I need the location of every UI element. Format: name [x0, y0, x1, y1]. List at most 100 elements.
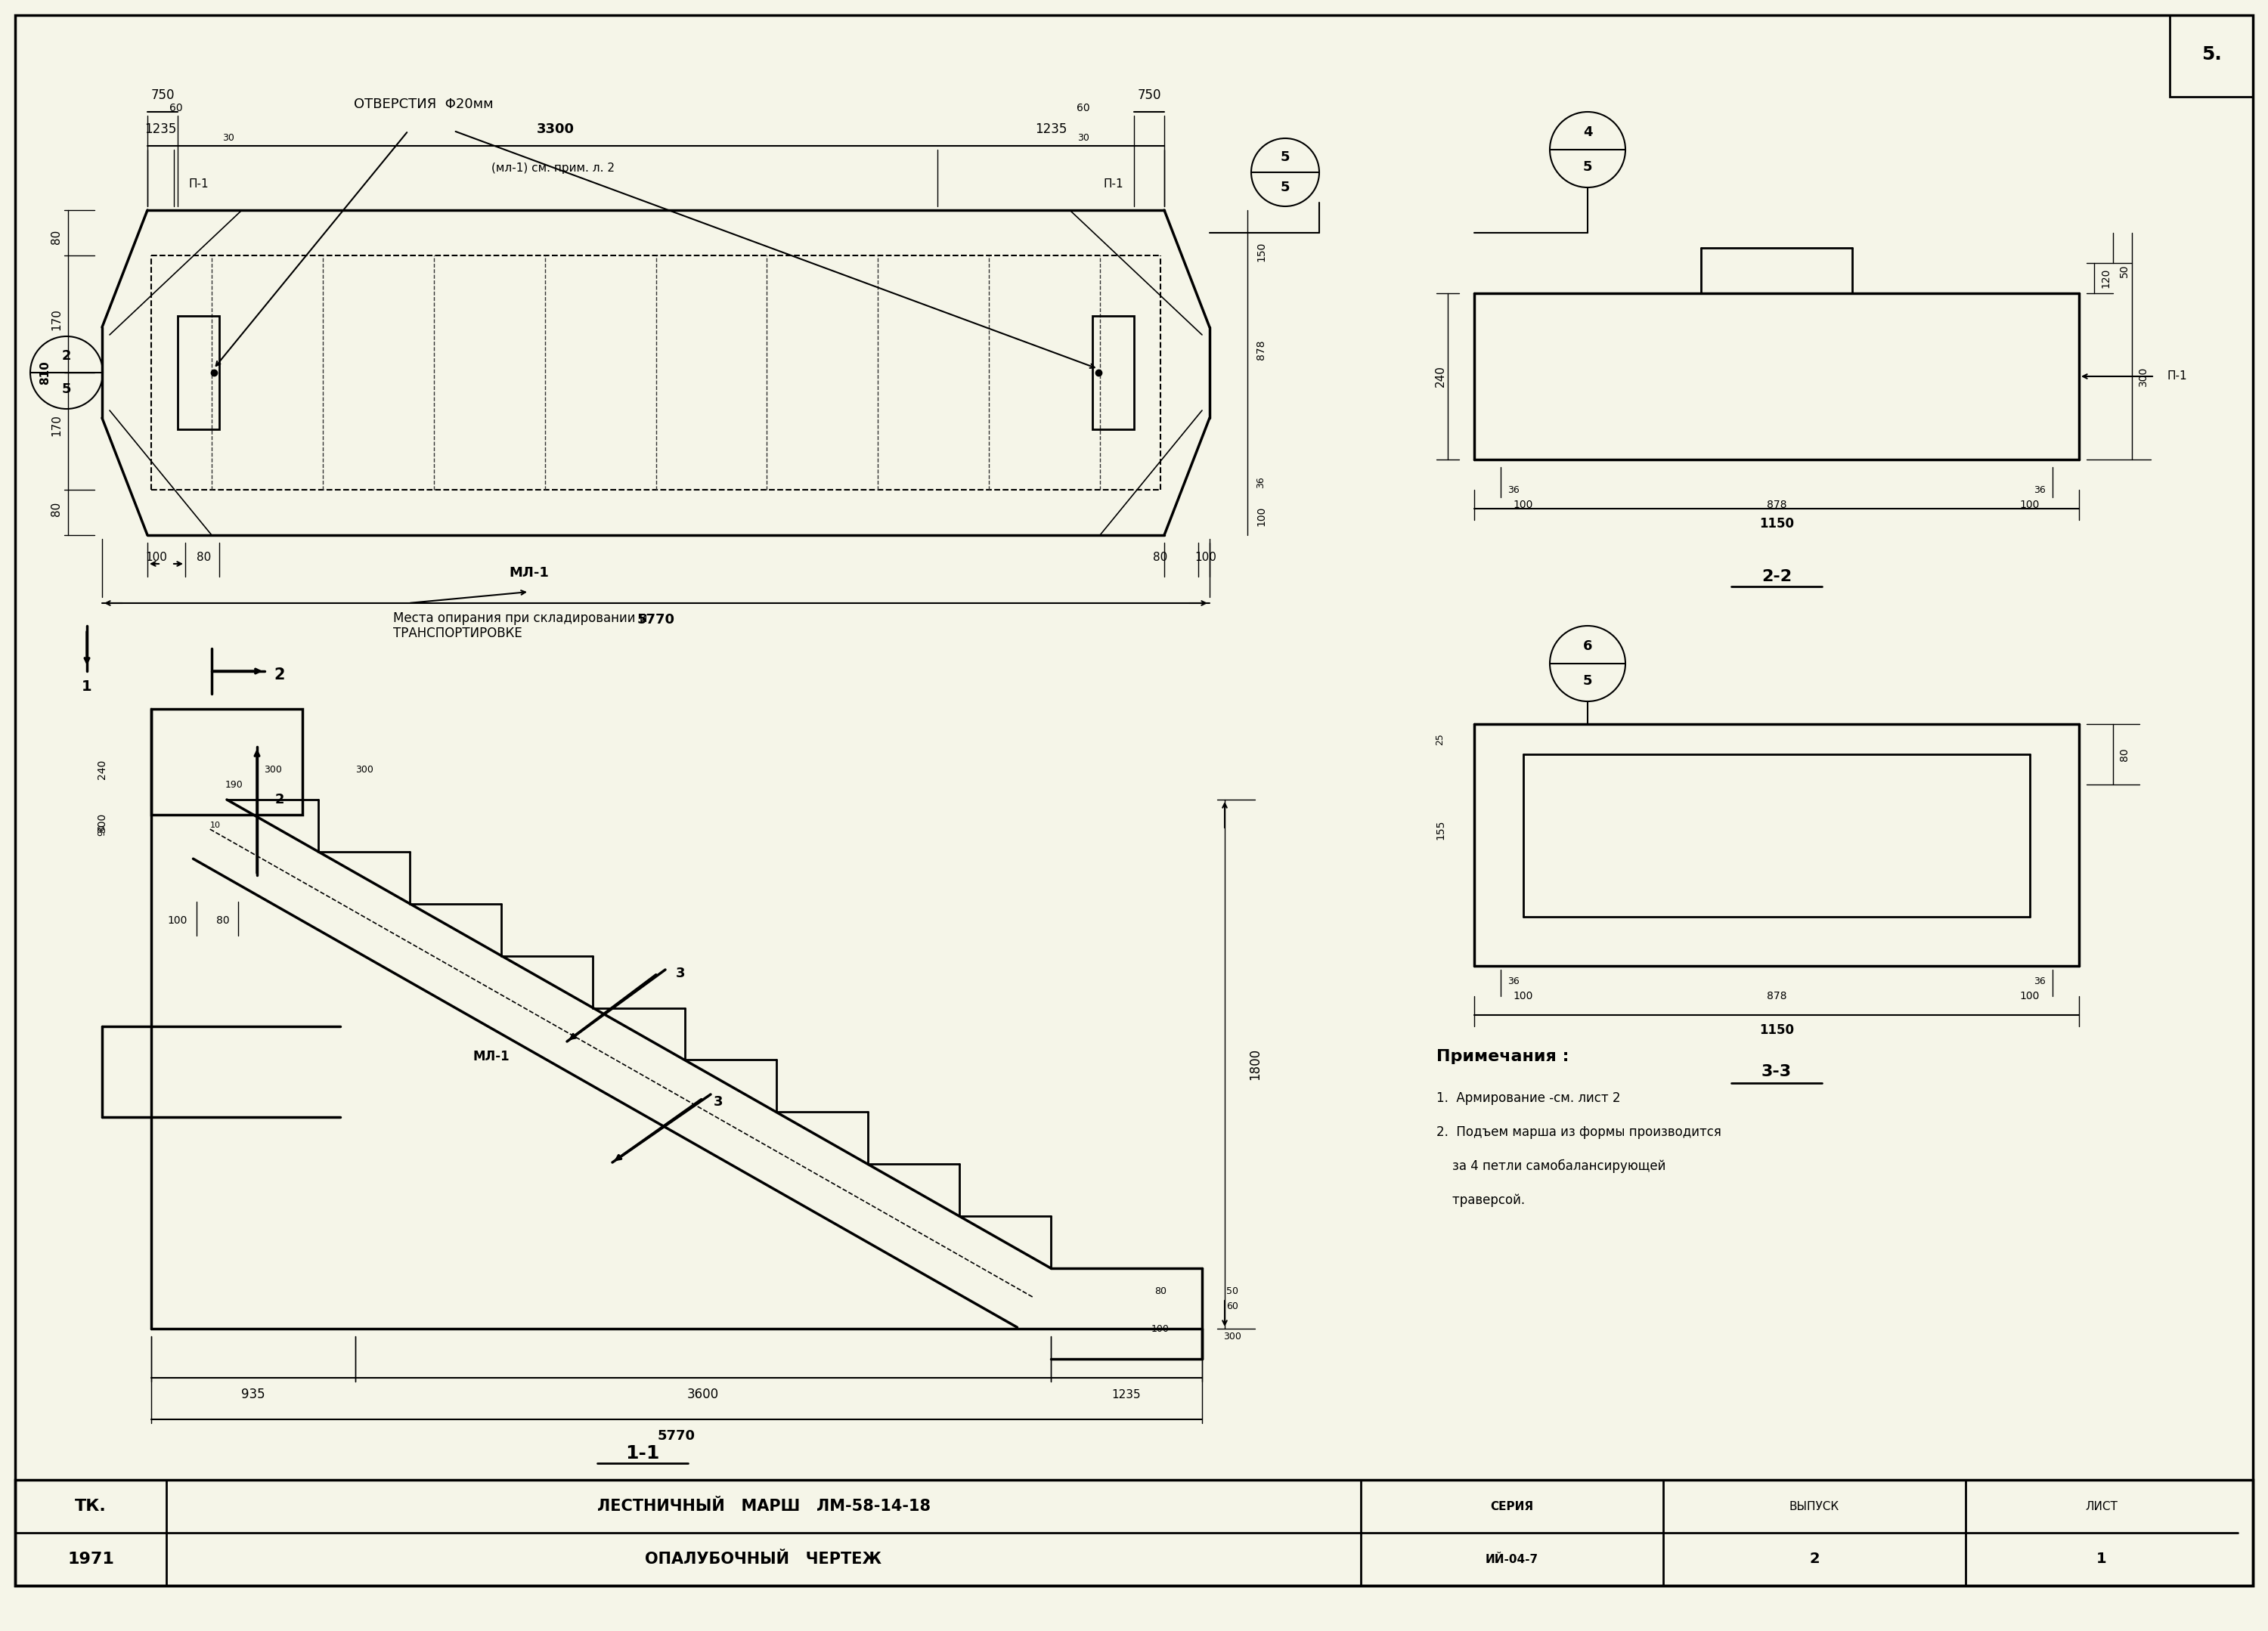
Text: 100: 100: [1152, 1324, 1170, 1334]
Text: 750: 750: [150, 88, 175, 103]
Text: 3-3: 3-3: [1762, 1063, 1792, 1080]
Text: П-1: П-1: [188, 178, 209, 189]
Text: ВЫПУСК: ВЫПУСК: [1789, 1501, 1839, 1512]
Text: 878: 878: [1767, 499, 1787, 511]
Text: 300: 300: [263, 765, 281, 775]
Text: 2-2: 2-2: [1762, 569, 1792, 584]
Bar: [152, 709, 302, 816]
Text: 5: 5: [61, 382, 70, 396]
Text: 2: 2: [1810, 1553, 1819, 1566]
Text: 3: 3: [676, 967, 685, 980]
Text: 36: 36: [2034, 975, 2046, 985]
Text: 100: 100: [1256, 506, 1266, 527]
Text: 878: 878: [1767, 992, 1787, 1001]
Text: 6: 6: [1583, 639, 1592, 654]
Text: 5: 5: [1281, 150, 1290, 163]
Text: 60: 60: [1227, 1302, 1238, 1311]
Text: 935: 935: [240, 1388, 265, 1401]
Text: 100: 100: [2021, 992, 2039, 1001]
Text: ЛИСТ: ЛИСТ: [2087, 1501, 2118, 1512]
Text: 3300: 3300: [538, 122, 574, 135]
Text: 170: 170: [50, 414, 64, 437]
Text: 1971: 1971: [68, 1551, 113, 1567]
Text: 100: 100: [168, 915, 188, 926]
Text: 4: 4: [1583, 126, 1592, 139]
Text: ОТВЕРСТИЯ  Φ20мм: ОТВЕРСТИЯ Φ20мм: [354, 98, 492, 111]
Text: 80: 80: [197, 553, 211, 563]
Text: 2.  Подъем марша из формы производится: 2. Подъем марша из формы производится: [1436, 1125, 1721, 1138]
Text: 100: 100: [1513, 499, 1533, 511]
Text: 50: 50: [1227, 1285, 1238, 1295]
Text: 1235: 1235: [1034, 122, 1066, 135]
Text: 5770: 5770: [658, 1429, 696, 1443]
Text: 810: 810: [39, 360, 50, 385]
Text: 300: 300: [356, 765, 374, 775]
Text: 25: 25: [1436, 734, 1445, 745]
Text: 240: 240: [1433, 365, 1447, 387]
Text: 3600: 3600: [687, 1388, 719, 1401]
Text: за 4 петли самобалансирующей: за 4 петли самобалансирующей: [1436, 1160, 1665, 1173]
Text: 155: 155: [1436, 820, 1445, 840]
Text: 1150: 1150: [1760, 517, 1794, 530]
Text: 80: 80: [50, 230, 64, 245]
Text: 1235: 1235: [1111, 1388, 1141, 1399]
Text: 60: 60: [170, 103, 184, 114]
Text: 36: 36: [1508, 484, 1520, 494]
Text: П-1: П-1: [1102, 178, 1123, 189]
Text: ИЙ-04-7: ИЙ-04-7: [1486, 1554, 1538, 1564]
Text: 5: 5: [1583, 674, 1592, 687]
Text: 300: 300: [98, 812, 107, 832]
Text: 30: 30: [1077, 134, 1089, 144]
Text: ЛЕСТНИЧНЫЙ   МАРШ   ЛМ-58-14-18: ЛЕСТНИЧНЫЙ МАРШ ЛМ-58-14-18: [596, 1499, 930, 1514]
Text: 2: 2: [274, 793, 284, 806]
Text: ТК.: ТК.: [75, 1499, 107, 1514]
Text: 36: 36: [1508, 975, 1520, 985]
Text: 2: 2: [274, 667, 286, 682]
Text: 5: 5: [1281, 181, 1290, 194]
Text: 1235: 1235: [145, 122, 177, 135]
Text: ОПАЛУБОЧНЫЙ   ЧЕРТЕЖ: ОПАЛУБОЧНЫЙ ЧЕРТЕЖ: [644, 1551, 882, 1567]
Text: 300: 300: [1222, 1331, 1241, 1341]
Text: 10: 10: [211, 822, 220, 830]
Text: 80: 80: [1152, 553, 1168, 563]
Text: 36: 36: [1256, 476, 1266, 488]
Text: 50: 50: [2118, 264, 2130, 277]
Text: 240: 240: [98, 760, 107, 780]
Text: 90: 90: [98, 824, 107, 835]
Text: 80: 80: [215, 915, 229, 926]
Text: 1: 1: [2096, 1553, 2107, 1566]
Text: СЕРИЯ: СЕРИЯ: [1490, 1501, 1533, 1512]
Text: 100: 100: [1195, 553, 1216, 563]
Text: 170: 170: [50, 308, 64, 331]
Text: 80: 80: [1154, 1285, 1166, 1295]
Text: Примечания :: Примечания :: [1436, 1049, 1569, 1063]
Text: 5.: 5.: [2202, 46, 2220, 64]
Text: 1-1: 1-1: [626, 1445, 660, 1463]
Text: 120: 120: [2100, 267, 2112, 289]
Text: 3: 3: [714, 1094, 723, 1109]
Text: П-1: П-1: [2168, 370, 2186, 382]
Text: 878: 878: [1256, 339, 1266, 360]
Text: МЛ-1: МЛ-1: [510, 566, 549, 579]
Bar: [2170, 15, 2252, 96]
Bar: [16, 1479, 2252, 1585]
Text: 2: 2: [61, 349, 70, 364]
Bar: [177, 316, 220, 429]
Text: 190: 190: [225, 780, 243, 789]
Text: 100: 100: [2021, 499, 2039, 511]
Text: 1150: 1150: [1760, 1023, 1794, 1037]
Text: 750: 750: [1136, 88, 1161, 103]
Text: траверсой.: траверсой.: [1436, 1194, 1524, 1207]
Bar: [1093, 316, 1134, 429]
Text: 150: 150: [1256, 241, 1266, 261]
Text: 100: 100: [1513, 992, 1533, 1001]
Text: 300: 300: [2139, 367, 2148, 387]
Text: 1800: 1800: [1247, 1049, 1261, 1080]
Text: МЛ-1: МЛ-1: [474, 1050, 510, 1063]
Text: 30: 30: [222, 134, 234, 144]
Text: 5: 5: [1583, 160, 1592, 173]
Text: 1.  Армирование -см. лист 2: 1. Армирование -см. лист 2: [1436, 1091, 1619, 1104]
Text: 5770: 5770: [637, 613, 676, 626]
Text: 80: 80: [50, 501, 64, 515]
Text: 60: 60: [1077, 103, 1091, 114]
